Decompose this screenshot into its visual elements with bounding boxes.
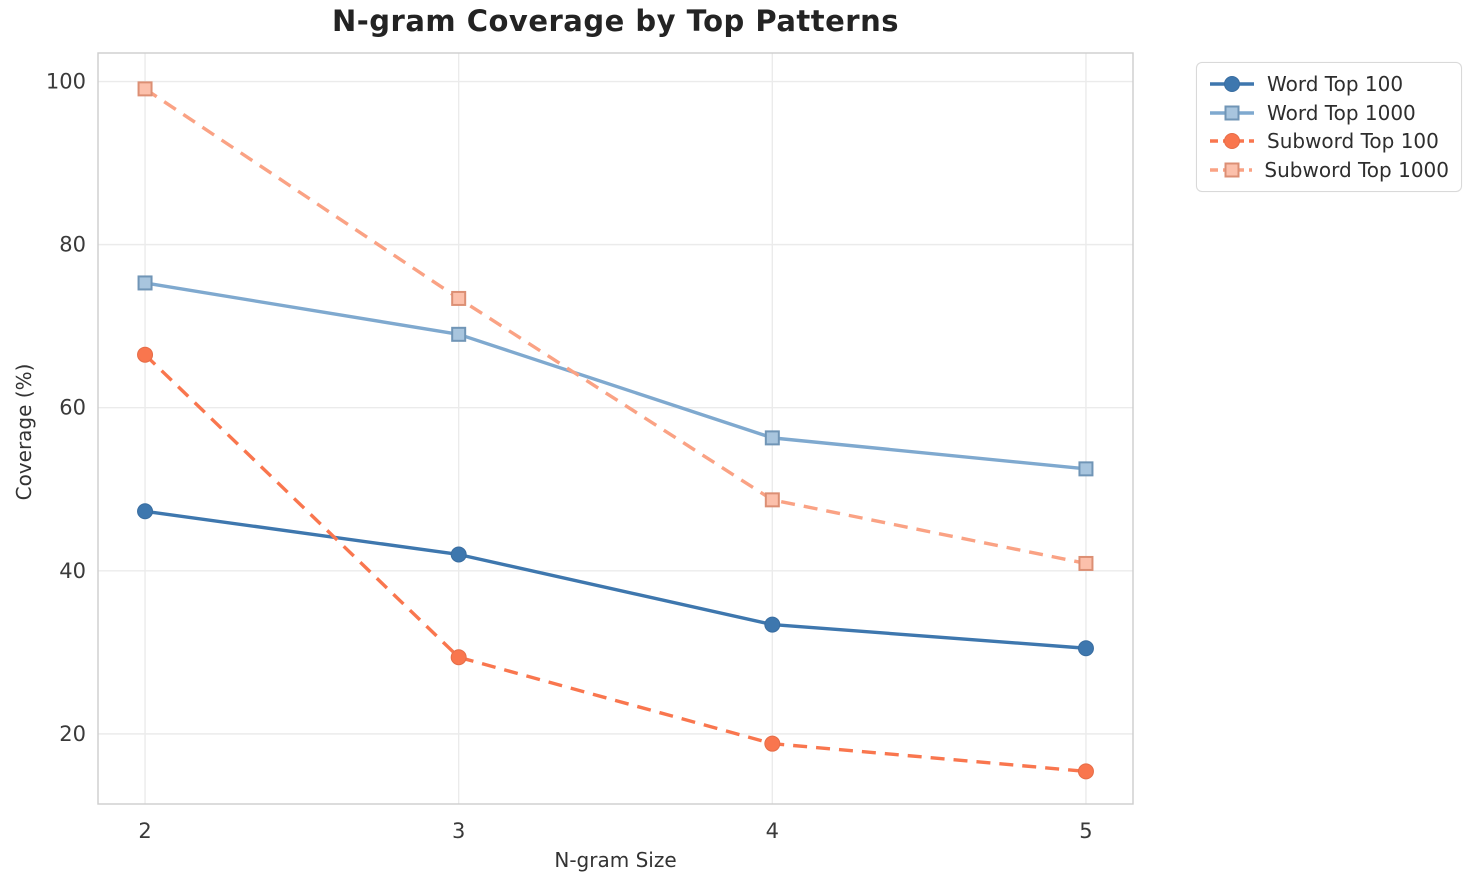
marker-subword-top-100-x2 [137,346,154,363]
axes-spines [97,52,1134,805]
series-line-word-top-100 [144,509,1087,650]
legend-label-subword-top-1000: Subword Top 1000 [1264,158,1449,183]
marker-word-top-1000-x3 [451,326,467,342]
marker-subword-top-1000-x5 [1078,555,1094,571]
legend-marker-word-top-100 [1224,75,1240,92]
marker-word-top-100-x4 [764,616,781,633]
y-tick-label-60: 60 [59,396,86,420]
y-tick-label-100: 100 [46,70,86,94]
marker-subword-top-1000-x4 [764,492,780,508]
x-tick-label-4: 4 [766,819,779,843]
x-tick-label-3: 3 [452,819,465,843]
legend-swatch-subword-top-1000 [1210,162,1253,178]
marker-word-top-100-x3 [450,546,467,563]
y-tick-label-40: 40 [59,559,86,583]
legend-item-word-top-1000: Word Top 1000 [1209,101,1449,125]
series-line-word-top-1000 [144,281,1087,471]
y-axis-label: Coverage (%) [12,363,36,501]
marker-word-top-1000-x2 [137,275,153,291]
legend-item-word-top-100: Word Top 100 [1209,72,1449,96]
marker-subword-top-100-x4 [764,735,781,752]
legend-swatch-subword-top-100 [1210,133,1254,150]
marker-word-top-1000-x5 [1078,461,1094,477]
marker-word-top-1000-x4 [764,430,780,446]
legend-marker-subword-top-100 [1224,133,1240,150]
marker-word-top-100-x5 [1077,640,1094,657]
marker-subword-top-1000-x3 [451,290,467,306]
legend-item-subword-top-1000: Subword Top 1000 [1209,158,1449,182]
x-axis-label: N-gram Size [554,848,677,872]
marker-subword-top-1000-x2 [137,81,153,97]
legend-item-subword-top-100: Subword Top 100 [1209,129,1449,153]
series-line-subword-top-100 [143,353,1087,774]
legend-swatch-word-top-100 [1210,75,1254,92]
legend: Word Top 100 Word Top 1000 Subword Top 100… [1196,62,1462,192]
marker-word-top-100-x2 [137,503,154,520]
y-tick-label-20: 20 [59,722,86,746]
legend-label-word-top-1000: Word Top 1000 [1267,100,1416,125]
legend-swatch-word-top-1000 [1210,105,1254,121]
legend-marker-subword-top-1000 [1224,162,1240,178]
legend-marker-word-top-1000 [1224,105,1240,121]
x-tick-label-5: 5 [1079,819,1092,843]
x-tick-label-2: 2 [138,819,151,843]
legend-label-subword-top-100: Subword Top 100 [1267,129,1439,154]
series-line-subword-top-1000 [144,87,1087,566]
marker-subword-top-100-x5 [1077,763,1094,780]
y-tick-label-80: 80 [59,233,86,257]
legend-label-word-top-100: Word Top 100 [1267,71,1404,96]
marker-subword-top-100-x3 [450,649,467,666]
chart-title: N-gram Coverage by Top Patterns [331,4,900,38]
